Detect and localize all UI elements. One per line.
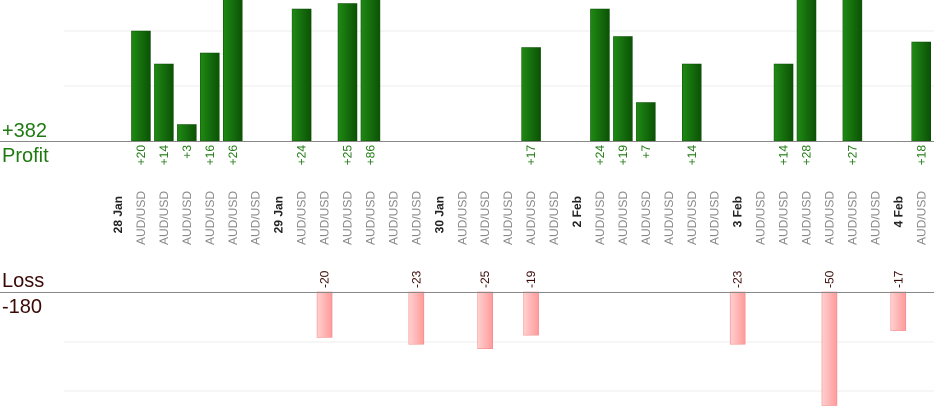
profit-bar (796, 0, 817, 142)
loss-bar (890, 291, 907, 331)
instrument-label: AUD/USD (685, 191, 699, 245)
profit-bar (613, 36, 633, 142)
profit-value-label: +27 (845, 145, 859, 166)
data-labels: +20 +14 +3 +16 +26 +24 -20 +25 +86 -23 -25 +17 -19 +2… (134, 145, 928, 288)
profit-value-label: +14 (777, 145, 791, 166)
profit-bar (842, 0, 863, 142)
profit-bar (682, 63, 702, 142)
profit-value-label: +16 (203, 145, 217, 166)
instrument-label: AUD/USD (639, 191, 653, 245)
instrument-label: AUD/USD (409, 191, 423, 245)
bars (131, 0, 931, 406)
instrument-label: AUD/USD (478, 191, 492, 245)
instrument-label: AUD/USD (226, 191, 240, 245)
instrument-label: AUD/USD (386, 191, 400, 245)
instrument-label: AUD/USD (914, 191, 928, 245)
profit-value-label: +24 (593, 145, 607, 166)
instrument-label: AUD/USD (708, 191, 722, 245)
profit-bar (911, 41, 931, 142)
profit-value-label: +26 (226, 145, 240, 166)
profit-bar (590, 8, 610, 142)
profit-bar (200, 52, 220, 142)
profit-value-label: +7 (639, 145, 653, 159)
profit-value-label: +17 (524, 145, 538, 166)
date-label: 3 Feb (731, 196, 745, 227)
date-label: 4 Feb (891, 196, 905, 227)
loss-value-label: -19 (524, 270, 538, 288)
loss-total: -180 (2, 296, 43, 318)
profit-value-label: +14 (685, 145, 699, 166)
loss-bar (316, 291, 333, 338)
instrument-label: AUD/USD (134, 191, 148, 245)
instrument-label: AUD/USD (341, 191, 355, 245)
loss-bar (408, 291, 425, 345)
profit-bar (337, 3, 358, 142)
instrument-label: AUD/USD (249, 191, 263, 245)
instrument-label: AUD/USD (455, 191, 469, 245)
profit-bar (223, 0, 243, 142)
profit-value-label: +19 (616, 145, 630, 166)
loss-bar (729, 291, 746, 345)
date-label: 30 Jan (432, 196, 446, 233)
loss-value-label: -20 (318, 270, 332, 288)
profit-bar (177, 124, 197, 142)
category-labels: 28 Jan AUD/USD AUD/USD AUD/USD AUD/USD AUD/US… (111, 191, 928, 245)
instrument-label: AUD/USD (524, 191, 538, 245)
loss-bar (523, 291, 539, 336)
loss-label: Loss (2, 270, 45, 292)
loss-bar (821, 291, 838, 406)
instrument-label: AUD/USD (295, 191, 309, 245)
profit-bar (773, 63, 794, 142)
profit-bar (291, 8, 312, 142)
instrument-label: AUD/USD (777, 191, 791, 245)
profit-value-label: +20 (134, 145, 148, 166)
date-label: 2 Feb (570, 196, 584, 227)
profit-bar (360, 0, 381, 142)
instrument-label: AUD/USD (593, 191, 607, 245)
profit-value-label: +14 (157, 145, 171, 166)
instrument-label: AUD/USD (547, 191, 561, 245)
instrument-label: AUD/USD (180, 191, 194, 245)
instrument-label: AUD/USD (203, 191, 217, 245)
profit-value-label: +86 (363, 145, 377, 166)
instrument-label: AUD/USD (501, 191, 515, 245)
profit-bar (154, 63, 174, 142)
profit-value-label: +25 (341, 145, 355, 166)
profit-value-label: +28 (800, 145, 814, 166)
profit-total: +382 (2, 120, 48, 142)
instrument-label: AUD/USD (845, 191, 859, 245)
instrument-label: AUD/USD (662, 191, 676, 245)
instrument-label: AUD/USD (800, 191, 814, 245)
instrument-label: AUD/USD (754, 191, 768, 245)
loss-bar (477, 291, 493, 349)
loss-value-label: -23 (731, 270, 745, 288)
instrument-label: AUD/USD (616, 191, 630, 245)
profit-value-label: +18 (914, 145, 928, 166)
loss-value-label: -25 (478, 270, 492, 288)
profit-value-label: +24 (295, 145, 309, 166)
instrument-label: AUD/USD (868, 191, 882, 245)
loss-value-label: -50 (822, 270, 836, 288)
profit-label: Profit (2, 145, 49, 167)
profit-bar (636, 102, 656, 142)
date-label: 29 Jan (272, 196, 286, 233)
baselines (0, 141, 934, 293)
instrument-label: AUD/USD (318, 191, 332, 245)
instrument-label: AUD/USD (157, 191, 171, 245)
profit-bar (131, 30, 151, 142)
loss-value-label: -17 (891, 270, 905, 288)
profit-bar (521, 47, 541, 142)
date-label: 28 Jan (111, 196, 125, 233)
loss-value-label: -23 (409, 270, 423, 288)
instrument-label: AUD/USD (822, 191, 836, 245)
profit-value-label: +3 (180, 145, 194, 159)
instrument-label: AUD/USD (363, 191, 377, 245)
